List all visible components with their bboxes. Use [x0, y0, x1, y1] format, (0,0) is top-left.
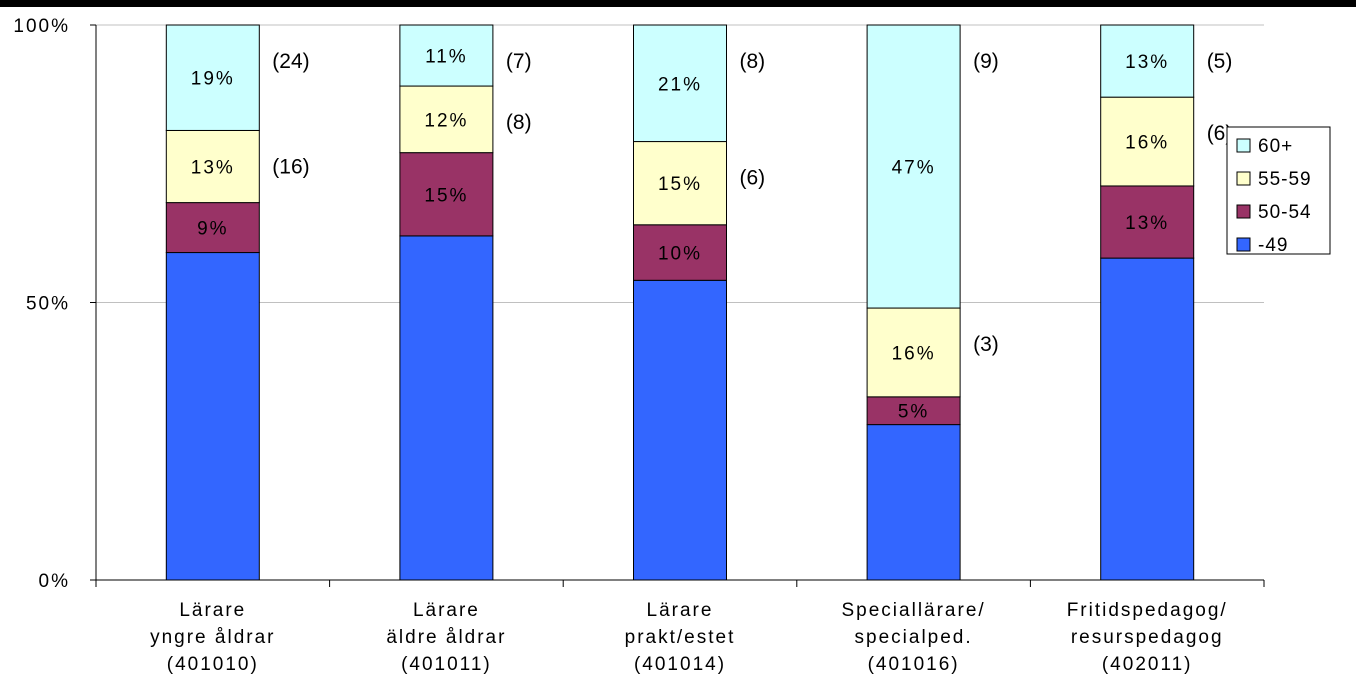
count-label: (9)	[973, 50, 999, 73]
category-label: yngre åldrar	[150, 627, 275, 648]
count-label: (6)	[740, 167, 766, 190]
bar-segment	[633, 279, 727, 581]
legend-label: 60+	[1258, 136, 1293, 157]
count-label: (8)	[506, 111, 532, 134]
category-label: Lärare	[413, 600, 480, 621]
segment-value-label: 21%	[658, 74, 702, 95]
category-label: prakt/estet	[625, 627, 736, 648]
y-tick-label: 0%	[39, 571, 70, 592]
segment-value-label: 10%	[658, 244, 702, 265]
bar-segment	[633, 224, 727, 281]
category-label: (401016)	[868, 654, 960, 675]
legend-swatch	[1236, 171, 1251, 186]
category-label: specialped.	[855, 627, 973, 648]
segment-value-label: 12%	[424, 110, 468, 131]
bar-segment	[399, 85, 494, 154]
category-label: resurspedagog	[1071, 627, 1224, 648]
segment-value-label: 13%	[1125, 213, 1169, 234]
y-tick-label: 50%	[26, 294, 70, 315]
segment-value-label: 13%	[191, 158, 235, 179]
legend-label: 50-54	[1258, 202, 1312, 223]
segment-value-label: 47%	[892, 158, 936, 179]
count-label: (6)	[1207, 122, 1233, 145]
count-label: (3)	[973, 333, 999, 356]
category-label: (401010)	[167, 654, 259, 675]
bar-segment	[866, 307, 961, 398]
bar-segment	[633, 141, 727, 226]
data-labels: 9% 13% 19% 15% 12% 11% 10% 15% 21% 5% 16% 47% 13% 16%…	[191, 47, 1233, 423]
segment-value-label: 16%	[1125, 133, 1169, 154]
legend-label: -49	[1258, 235, 1288, 256]
segment-value-label: 11%	[425, 47, 468, 68]
bar-segment	[165, 202, 260, 254]
bar-segment	[633, 24, 727, 143]
category-label: Fritidspedagog/	[1067, 600, 1228, 621]
bar-segment	[399, 152, 494, 237]
bar-segment	[866, 424, 961, 581]
bar-segment	[1100, 257, 1195, 581]
segment-value-label: 16%	[892, 343, 936, 364]
legend: 60+ 55-59 50-54 -49	[1226, 126, 1331, 256]
bar-segment	[399, 24, 494, 87]
legend-label: 55-59	[1258, 169, 1312, 190]
legend-swatch	[1236, 204, 1251, 219]
segment-value-label: 15%	[658, 174, 702, 195]
category-label: Speciallärare/	[842, 600, 986, 621]
category-label: (401011)	[401, 654, 492, 675]
count-label: (7)	[506, 50, 532, 73]
category-label: Lärare	[647, 600, 714, 621]
count-label: (24)	[272, 50, 309, 73]
bar-segment	[866, 396, 961, 426]
category-label: Lärare	[179, 600, 246, 621]
bar-segment	[399, 235, 494, 581]
bar-segment	[1100, 24, 1195, 98]
bar-segment	[165, 252, 260, 581]
segment-value-label: 19%	[191, 69, 235, 90]
bar-segment	[866, 24, 961, 309]
count-label: (8)	[740, 50, 766, 73]
bars	[165, 24, 1195, 581]
bar-segment	[1100, 96, 1195, 187]
axes: 0% 50% 100% Lärare yngre åldrar (401010) Lärar…	[13, 16, 1265, 675]
category-label: äldre åldrar	[386, 627, 506, 648]
legend-swatch	[1236, 237, 1251, 252]
top-border	[0, 0, 1356, 7]
category-label: (402011)	[1102, 654, 1193, 675]
segment-value-label: 13%	[1125, 52, 1169, 73]
count-label: (5)	[1207, 50, 1233, 73]
y-tick-label: 100%	[13, 16, 70, 37]
bar-segment	[1100, 185, 1195, 259]
segment-value-label: 15%	[424, 185, 468, 206]
segment-value-label: 9%	[197, 219, 228, 240]
legend-swatch	[1236, 138, 1251, 153]
bar-segment	[165, 129, 260, 204]
segment-value-label: 5%	[898, 402, 929, 423]
category-label: (401014)	[634, 654, 726, 675]
count-label: (16)	[272, 155, 309, 178]
legend-box	[1226, 126, 1331, 255]
bar-segment	[165, 24, 260, 131]
